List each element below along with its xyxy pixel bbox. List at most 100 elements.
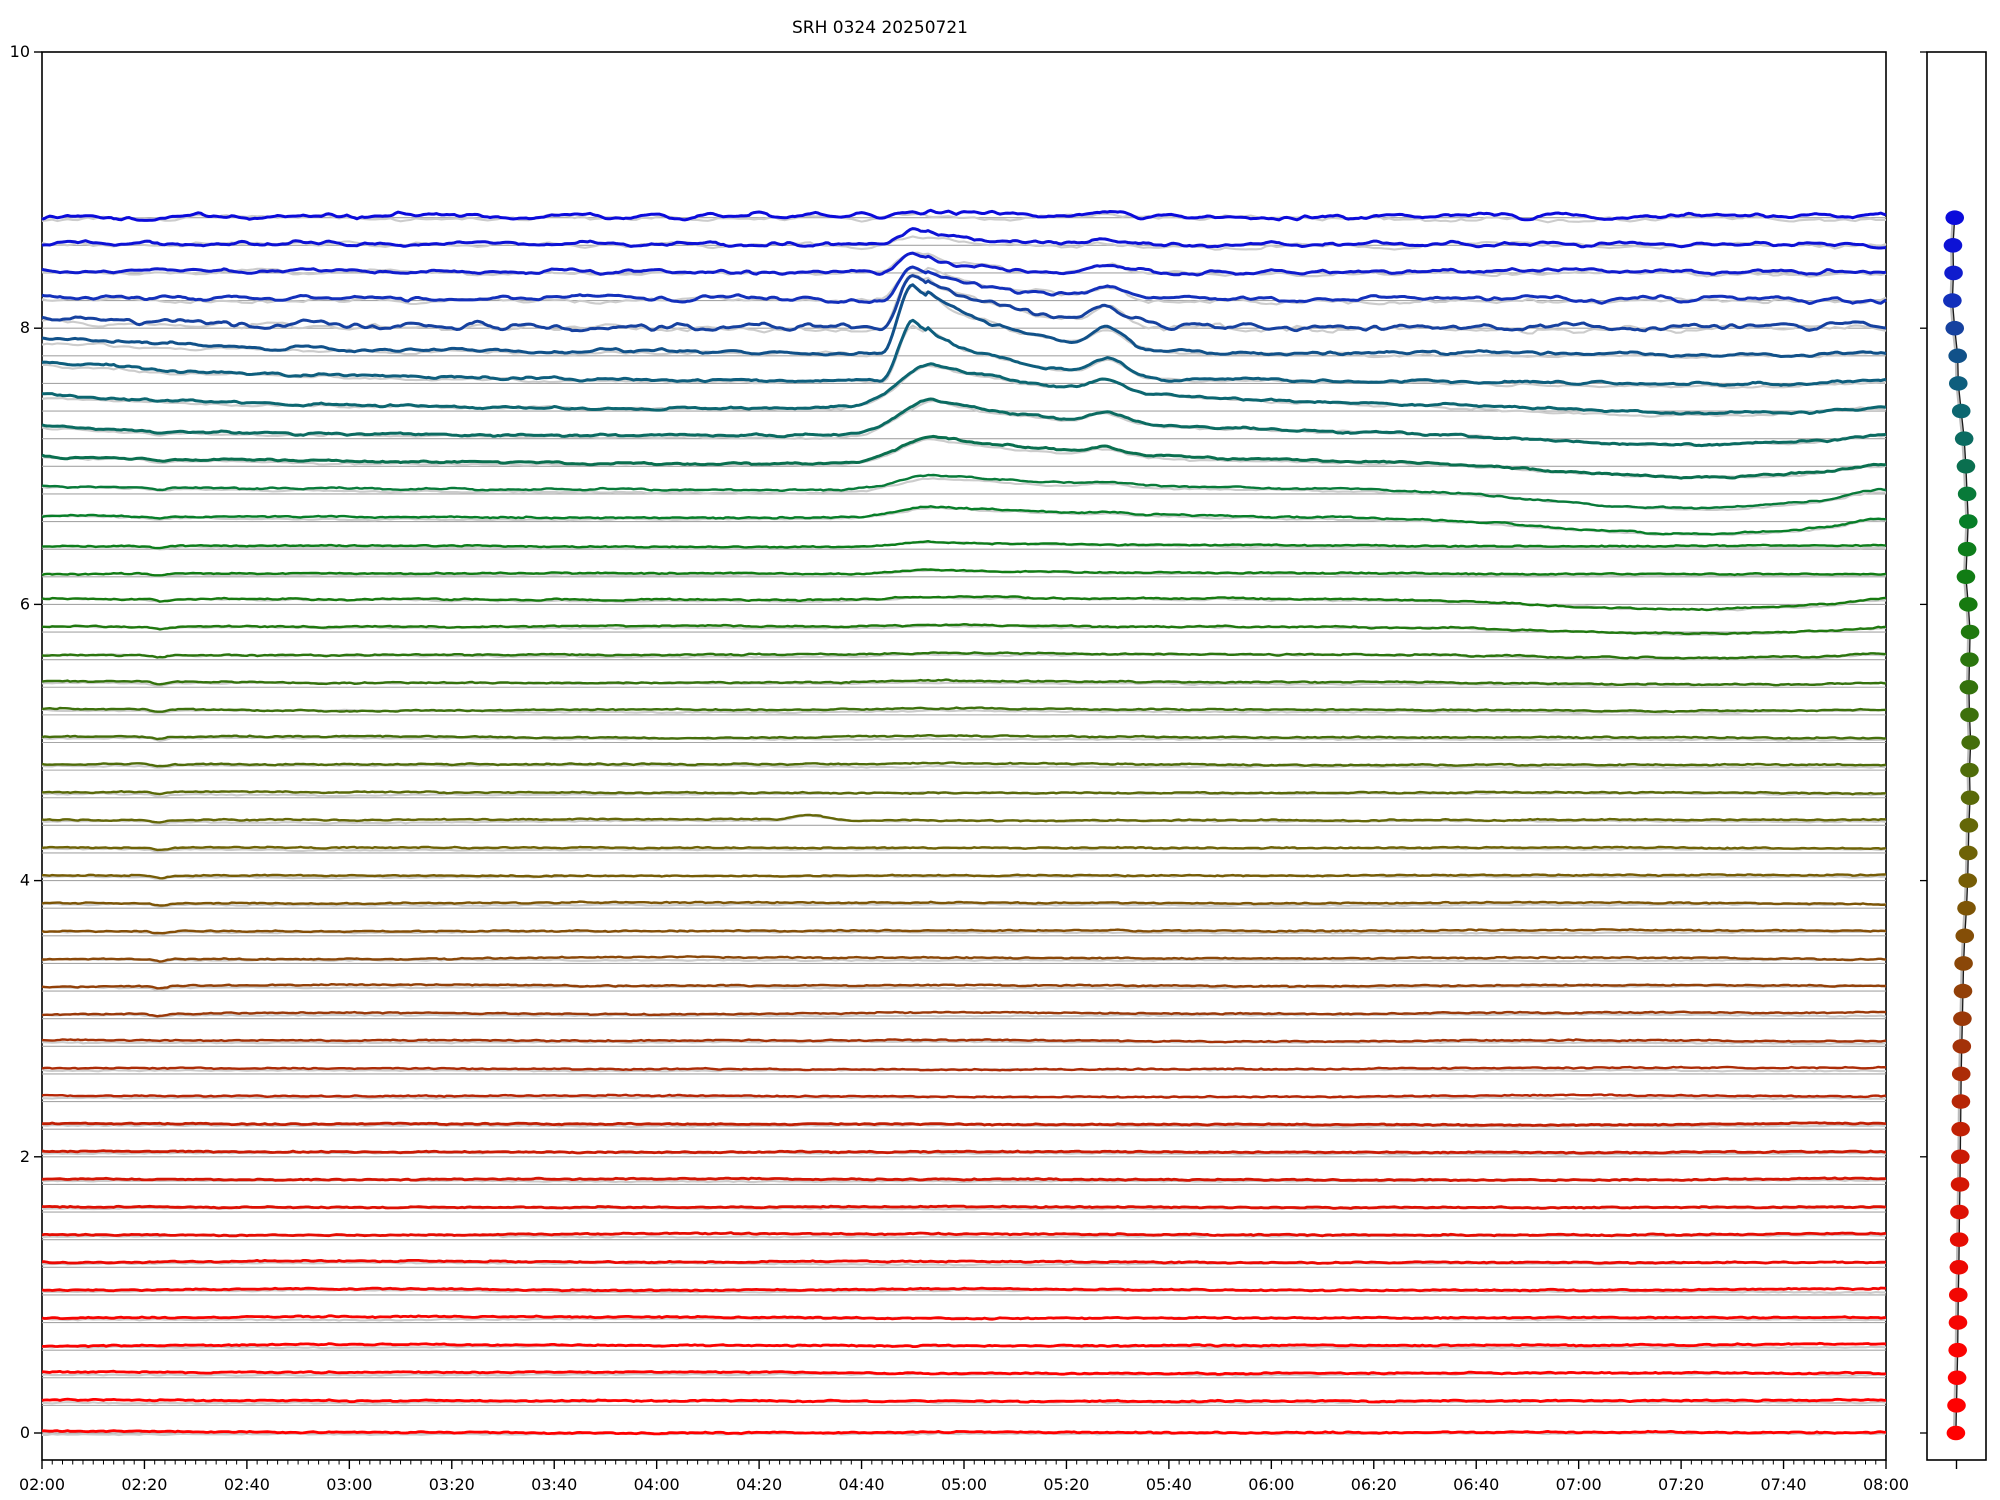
trace-line-ch16 (42, 623, 1886, 636)
channel-dot (1958, 873, 1978, 888)
x-tick-label: 07:40 (1761, 1475, 1807, 1494)
channel-dot (1959, 597, 1978, 612)
channel-dot (1948, 1342, 1967, 1358)
x-tick-label: 04:40 (839, 1475, 885, 1494)
channel-dot (1954, 431, 1974, 446)
channel-dot (1948, 1315, 1968, 1330)
trace-shadow-line (41, 438, 1887, 480)
y-tick-label: 6 (20, 594, 30, 613)
channel-dot (1948, 376, 1968, 391)
trace-line-ch25 (42, 873, 1887, 880)
x-tick-label: 03:00 (326, 1475, 372, 1494)
trace-line-ch11 (41, 473, 1887, 510)
channel-dot (1960, 707, 1979, 723)
channel-dot (1960, 652, 1979, 667)
x-tick-label: 07:20 (1658, 1475, 1704, 1494)
channel-dot (1951, 1121, 1970, 1137)
main-plot-area (41, 51, 1887, 1461)
trace-line-ch20 (41, 734, 1887, 741)
x-tick-label: 02:40 (224, 1475, 270, 1494)
channel-dot (1948, 1287, 1968, 1303)
trace-line-ch30 (41, 1010, 1887, 1018)
trace-line-ch38 (41, 1231, 1887, 1238)
trace-line-ch18 (41, 678, 1887, 687)
channel-dot (1953, 1011, 1972, 1026)
trace-line-ch10 (41, 434, 1886, 480)
x-tick-label: 06:40 (1453, 1475, 1499, 1494)
trace-line-ch42 (42, 1341, 1887, 1348)
trace-line-ch44 (41, 1397, 1887, 1404)
trace-line-ch5 (41, 274, 1887, 333)
x-tick-label: 05:00 (941, 1475, 987, 1494)
channel-dot (1959, 818, 1979, 833)
channel-dot (1948, 348, 1967, 364)
x-tick-label: 07:00 (1556, 1475, 1602, 1494)
channel-dot (1945, 320, 1965, 336)
trace-line-ch13 (41, 540, 1887, 550)
channel-dot (1951, 403, 1971, 419)
channel-dot (1957, 900, 1976, 916)
trace-line-ch17 (41, 651, 1887, 660)
trace-line-ch21 (41, 761, 1887, 768)
trace-shadow-line (41, 1040, 1887, 1046)
trace-line-ch35 (41, 1149, 1887, 1155)
trace-line-ch12 (41, 505, 1887, 536)
trace-line-ch2 (41, 227, 1887, 250)
trace-line-ch6 (41, 283, 1887, 358)
channel-dot (1947, 1370, 1967, 1386)
x-tick-label: 08:00 (1863, 1475, 1909, 1494)
channel-dot (1956, 569, 1976, 585)
trace-line-ch3 (41, 251, 1887, 277)
y-tick-label: 0 (20, 1423, 30, 1442)
channel-dot (1960, 762, 1979, 778)
trace-line-ch39 (42, 1259, 1887, 1265)
channel-dot (1949, 1259, 1969, 1275)
y-tick-label: 2 (20, 1147, 30, 1166)
channel-dot (1952, 1039, 1972, 1054)
trace-shadow-line (41, 957, 1887, 963)
channel-dot (1950, 1204, 1969, 1220)
channel-dot (1946, 1425, 1966, 1441)
channel-dot (1950, 1177, 1970, 1192)
trace-shadow-line (41, 569, 1887, 578)
trace-line-ch32 (41, 1065, 1887, 1072)
y-tick-label: 4 (20, 871, 30, 890)
channel-dot (1959, 514, 1978, 529)
trace-line-ch45 (41, 1429, 1887, 1436)
channel-dot (1961, 735, 1980, 750)
trace-line-ch26 (41, 900, 1887, 907)
channel-dot (1943, 293, 1962, 308)
channel-dot (1959, 845, 1978, 861)
trace-line-ch7 (41, 318, 1887, 387)
x-tick-label: 05:40 (1146, 1475, 1192, 1494)
channel-dot (1947, 1398, 1966, 1413)
x-tick-label: 02:20 (121, 1475, 167, 1494)
channel-dot (1956, 459, 1976, 474)
trace-line-ch36 (41, 1176, 1887, 1183)
x-tick-label: 03:40 (531, 1475, 577, 1494)
trace-line-ch8 (41, 362, 1887, 416)
channel-dot (1960, 624, 1980, 640)
trace-line-ch34 (42, 1121, 1887, 1127)
x-tick-label: 04:00 (634, 1475, 680, 1494)
trace-line-ch31 (41, 1038, 1887, 1044)
trace-shadow-line (41, 273, 1887, 335)
trace-line-ch19 (41, 706, 1887, 714)
trace-shadow-line (41, 736, 1886, 742)
channel-dot (1951, 1066, 1971, 1082)
trace-line-ch41 (41, 1314, 1887, 1321)
trace-line-ch29 (41, 983, 1886, 990)
trace-line-ch24 (41, 845, 1887, 852)
trace-line-ch9 (41, 397, 1887, 448)
x-tick-label: 06:20 (1351, 1475, 1397, 1494)
channel-dot (1959, 679, 1979, 695)
channel-dot (1951, 1094, 1971, 1109)
trace-line-ch40 (41, 1286, 1887, 1293)
channel-dot (1955, 928, 1975, 944)
channel-dot (1949, 1232, 1969, 1247)
channel-dot (1957, 541, 1977, 557)
x-tick-label: 02:00 (19, 1475, 65, 1494)
x-tick-label: 06:00 (1248, 1475, 1294, 1494)
trace-shadow-line (41, 763, 1887, 770)
